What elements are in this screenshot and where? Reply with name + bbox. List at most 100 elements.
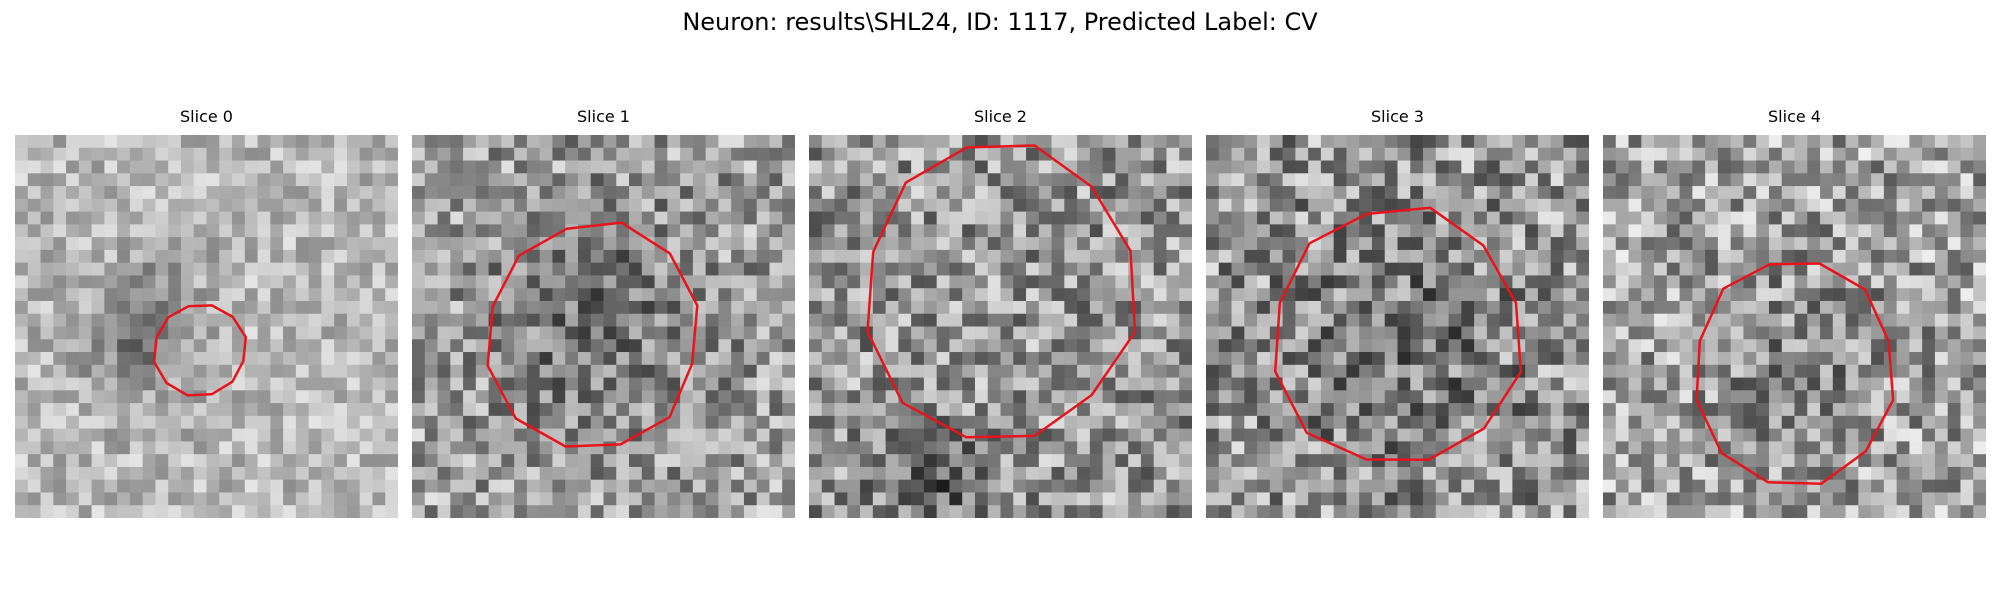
pixel (78, 454, 93, 468)
pixel (1051, 288, 1065, 302)
pixel (514, 479, 528, 494)
pixel (1384, 211, 1399, 225)
pixel (1140, 288, 1155, 302)
pixel (1768, 505, 1783, 518)
pixel (244, 377, 259, 391)
pixel (1883, 249, 1898, 264)
pixel (885, 454, 899, 468)
pixel (1359, 364, 1373, 379)
pixel (1179, 454, 1192, 468)
pixel (1282, 249, 1296, 264)
pixel (40, 237, 54, 251)
pixel (654, 364, 668, 379)
pixel (731, 135, 745, 149)
pixel (911, 326, 925, 340)
pixel (91, 262, 105, 277)
pixel (1244, 352, 1258, 366)
pixel (834, 313, 848, 328)
pixel (539, 288, 554, 302)
pixel (1153, 249, 1168, 264)
pixel (117, 288, 131, 302)
pixel (1512, 147, 1526, 162)
pixel (1947, 262, 1962, 277)
pixel (1641, 505, 1655, 518)
pixel (1781, 428, 1796, 442)
pixel (1346, 237, 1360, 251)
pixel (27, 352, 42, 366)
pixel (1550, 237, 1565, 251)
pixel (629, 173, 643, 187)
pixel (91, 160, 105, 174)
pixel (949, 326, 963, 340)
pixel (1461, 415, 1475, 430)
pixel (1128, 288, 1142, 302)
pixel (705, 186, 719, 200)
pixel (1845, 147, 1859, 162)
pixel (424, 198, 439, 213)
pixel (15, 492, 29, 506)
pixel (1603, 249, 1617, 264)
pixel (1525, 275, 1539, 289)
pixel (974, 300, 989, 315)
pixel (743, 135, 758, 149)
pixel (782, 466, 795, 481)
pixel (1077, 186, 1091, 200)
pixel (923, 313, 938, 328)
pixel (1922, 198, 1936, 213)
pixel (526, 173, 541, 187)
pixel (1922, 313, 1936, 328)
pixel (283, 237, 297, 251)
pixel (782, 135, 795, 149)
pixel (616, 135, 630, 149)
pixel (1692, 275, 1706, 289)
pixel (692, 224, 707, 238)
pixel (1077, 313, 1091, 328)
pixel (321, 198, 335, 213)
pixel (1064, 428, 1078, 442)
pixel (1102, 160, 1116, 174)
pixel (1435, 313, 1450, 328)
pixel (219, 173, 233, 187)
pixel (923, 211, 938, 225)
pixel (1743, 198, 1757, 213)
pixel (180, 173, 195, 187)
pixel (1781, 275, 1796, 289)
pixel (514, 326, 528, 340)
pixel (654, 352, 668, 366)
pixel (193, 364, 208, 379)
pixel (66, 479, 80, 494)
pixel (1448, 300, 1462, 315)
pixel (385, 147, 398, 162)
pixel (514, 441, 528, 455)
pixel (1461, 441, 1475, 455)
pixel (1934, 352, 1949, 366)
pixel (1768, 237, 1783, 251)
pixel (117, 326, 131, 340)
pixel (1346, 466, 1360, 481)
pixel (219, 364, 233, 379)
pixel (1026, 173, 1040, 187)
pixel (193, 377, 208, 391)
pixel (872, 249, 887, 264)
pixel (1730, 479, 1745, 494)
pixel (1397, 403, 1411, 417)
pixel (1781, 237, 1796, 251)
pixel (129, 364, 144, 379)
pixel (1756, 454, 1770, 468)
pixel (180, 352, 195, 366)
pixel (15, 211, 29, 225)
pixel (514, 313, 528, 328)
pixel (385, 352, 398, 366)
pixel (321, 390, 335, 404)
pixel (1153, 415, 1168, 430)
pixel (257, 428, 271, 442)
pixel (1768, 147, 1783, 162)
pixel (1781, 505, 1796, 518)
pixel (91, 224, 105, 238)
pixel (987, 390, 1002, 404)
pixel (629, 352, 643, 366)
pixel (1231, 313, 1245, 328)
pixel (1218, 390, 1233, 404)
pixel (1448, 479, 1462, 494)
pixel (1051, 249, 1065, 264)
